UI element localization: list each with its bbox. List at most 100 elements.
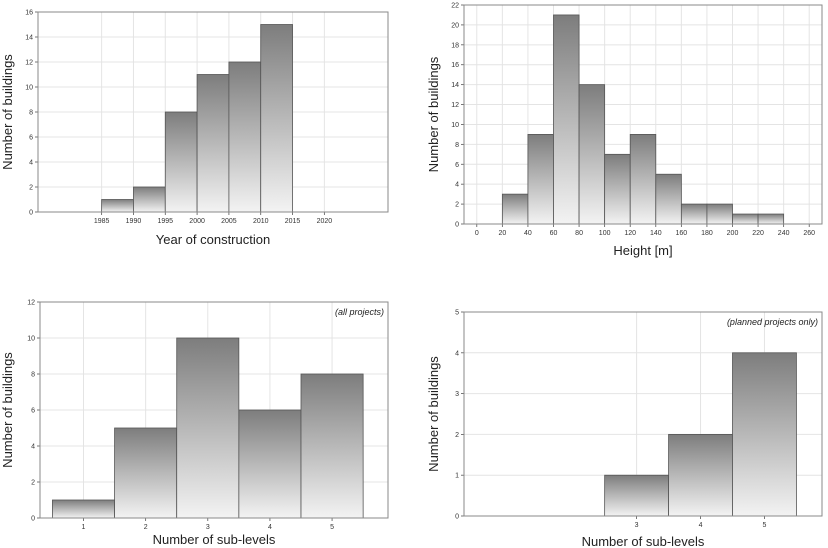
histogram-bar bbox=[260, 24, 293, 213]
y-tick-label: 2 bbox=[455, 432, 459, 439]
y-tick-label: 20 bbox=[451, 22, 459, 29]
y-tick-label: 10 bbox=[451, 122, 459, 129]
x-tick-label: 200 bbox=[727, 230, 739, 237]
y-tick-label: 2 bbox=[29, 185, 33, 192]
x-tick-label: 3 bbox=[206, 524, 210, 531]
histogram-bar bbox=[228, 61, 262, 213]
x-tick-label: 1985 bbox=[94, 218, 110, 225]
histogram-bar bbox=[604, 153, 631, 225]
y-axis-title: Number of buildings bbox=[0, 352, 15, 468]
y-tick-label: 3 bbox=[455, 391, 459, 398]
x-tick-label: 4 bbox=[699, 522, 703, 529]
histogram-bar bbox=[732, 352, 797, 517]
x-tick-label: 2010 bbox=[253, 218, 269, 225]
histogram-bar bbox=[238, 409, 302, 519]
y-tick-label: 6 bbox=[29, 135, 33, 142]
plot-border bbox=[39, 301, 389, 519]
plot-border bbox=[463, 311, 823, 517]
histogram-bar bbox=[196, 74, 230, 213]
y-tick-label: 4 bbox=[455, 182, 459, 189]
x-tick-label: 2 bbox=[144, 524, 148, 531]
x-axis-title: Number of sub-levels bbox=[582, 534, 705, 548]
y-tick-label: 12 bbox=[27, 300, 35, 307]
x-tick-label: 100 bbox=[599, 230, 611, 237]
histogram-bar bbox=[164, 111, 198, 213]
x-tick-label: 2015 bbox=[285, 218, 301, 225]
y-tick-label: 8 bbox=[31, 372, 35, 379]
x-axis-title: Year of construction bbox=[156, 232, 270, 247]
x-tick-label: 260 bbox=[803, 230, 815, 237]
y-tick-label: 10 bbox=[27, 336, 35, 343]
plot-border bbox=[463, 4, 823, 225]
y-tick-label: 16 bbox=[25, 10, 33, 17]
histogram-bar bbox=[668, 433, 733, 517]
x-tick-label: 4 bbox=[268, 524, 272, 531]
y-tick-label: 2 bbox=[455, 202, 459, 209]
x-axis-title: Number of sub-levels bbox=[153, 532, 276, 547]
x-tick-label: 180 bbox=[701, 230, 713, 237]
x-tick-label: 80 bbox=[575, 230, 583, 237]
y-tick-label: 10 bbox=[25, 85, 33, 92]
x-tick-label: 3 bbox=[635, 522, 639, 529]
y-tick-label: 16 bbox=[451, 62, 459, 69]
y-tick-label: 0 bbox=[29, 210, 33, 217]
y-tick-label: 12 bbox=[451, 102, 459, 109]
x-tick-label: 2020 bbox=[317, 218, 333, 225]
histogram-bar bbox=[553, 14, 580, 225]
x-tick-label: 1 bbox=[82, 524, 86, 531]
x-tick-label: 1995 bbox=[157, 218, 173, 225]
y-tick-label: 4 bbox=[31, 444, 35, 451]
histogram-bar bbox=[732, 213, 759, 225]
x-tick-label: 0 bbox=[475, 230, 479, 237]
y-tick-label: 5 bbox=[455, 310, 459, 317]
y-tick-label: 4 bbox=[455, 350, 459, 357]
x-tick-label: 20 bbox=[498, 230, 506, 237]
y-tick-label: 22 bbox=[451, 3, 459, 10]
x-tick-label: 220 bbox=[752, 230, 764, 237]
plot-border bbox=[37, 11, 389, 213]
histogram-year-of-construction: 0 2 4 6 8 10 12 14 16 1985 1990 1995 2000 2005 2010 201… bbox=[0, 10, 389, 247]
histogram-bar bbox=[680, 203, 708, 225]
y-tick-label: 14 bbox=[25, 35, 33, 42]
histogram-bar bbox=[706, 203, 733, 225]
histogram-bar bbox=[176, 337, 240, 519]
chart-annotation: (planned projects only) bbox=[727, 317, 818, 327]
y-tick-label: 2 bbox=[31, 480, 35, 487]
histogram-bar bbox=[133, 186, 166, 213]
x-tick-label: 160 bbox=[676, 230, 688, 237]
histogram-bar bbox=[114, 427, 178, 519]
x-tick-label: 2005 bbox=[221, 218, 237, 225]
x-tick-label: 2000 bbox=[189, 218, 205, 225]
x-tick-label: 140 bbox=[650, 230, 662, 237]
x-tick-label: 120 bbox=[624, 230, 636, 237]
histogram-bar bbox=[578, 84, 606, 225]
y-axis-title: Number of buildings bbox=[426, 56, 441, 172]
x-tick-label: 40 bbox=[524, 230, 532, 237]
histogram-sub-levels-planned: 0 1 2 3 4 5 3 4 5 Number of sub-levels Number of b… bbox=[426, 310, 823, 548]
y-tick-label: 8 bbox=[455, 142, 459, 149]
x-tick-label: 240 bbox=[778, 230, 790, 237]
y-tick-label: 8 bbox=[29, 110, 33, 117]
y-tick-label: 6 bbox=[455, 162, 459, 169]
y-tick-label: 0 bbox=[455, 514, 459, 521]
y-tick-label: 14 bbox=[451, 82, 459, 89]
x-tick-label: 5 bbox=[763, 522, 767, 529]
histogram-bar bbox=[655, 173, 682, 225]
y-tick-label: 4 bbox=[29, 160, 33, 167]
y-tick-label: 1 bbox=[455, 473, 459, 480]
histogram-bar bbox=[527, 134, 554, 225]
histogram-bar bbox=[604, 474, 669, 517]
y-tick-label: 12 bbox=[25, 60, 33, 67]
y-axis-title: Number of buildings bbox=[426, 356, 441, 472]
x-axis-title: Height [m] bbox=[613, 243, 672, 258]
histogram-bar bbox=[101, 199, 134, 213]
histogram-bar bbox=[501, 193, 529, 225]
histogram-bar bbox=[757, 213, 785, 225]
histogram-bar bbox=[52, 499, 115, 519]
x-tick-label: 1990 bbox=[126, 218, 142, 225]
chart-annotation: (all projects) bbox=[335, 307, 384, 317]
histogram-bar bbox=[300, 373, 364, 519]
y-tick-label: 0 bbox=[31, 516, 35, 523]
